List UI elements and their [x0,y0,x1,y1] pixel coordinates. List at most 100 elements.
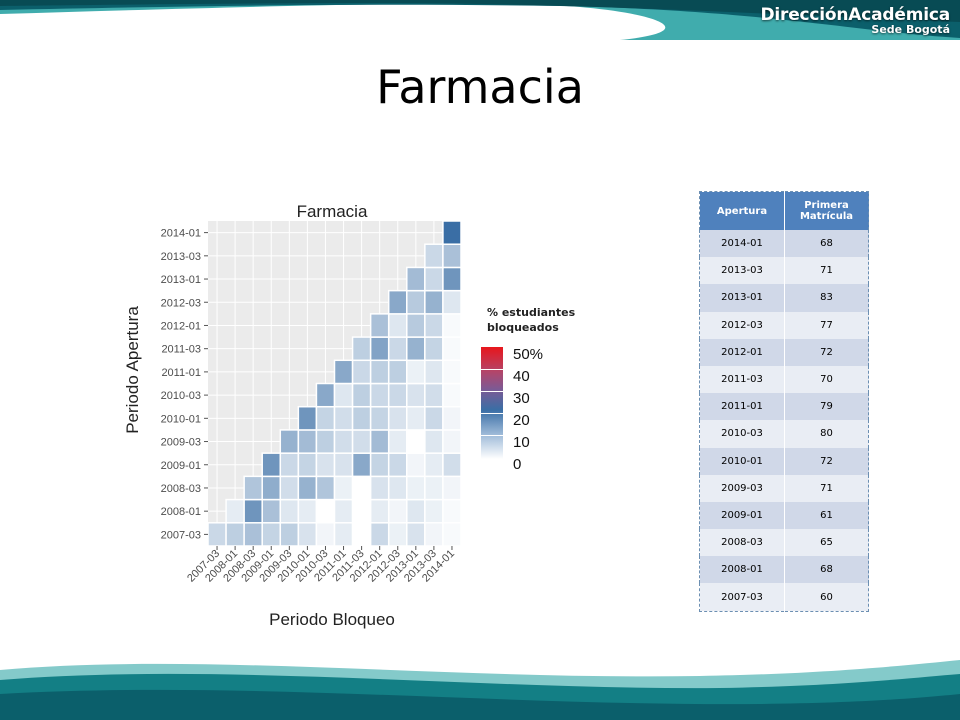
heatmap-cell [442,452,462,478]
heatmap-cell [261,498,282,524]
cell-primera-matricula: 65 [784,529,869,557]
cell-apertura: 2014-01 [699,230,785,258]
cell-primera-matricula: 68 [784,556,869,584]
slide-title: Farmacia [376,60,584,114]
footer-band [0,660,960,720]
color-legend: % estudiantes bloqueados 50% 40 30 20 10… [481,305,587,473]
heatmap-cell [387,452,408,478]
heatmap-cell [406,429,426,454]
heatmap-cell [442,429,462,454]
heatmap-cell [351,475,372,501]
heatmap-cell [333,405,354,431]
heatmap-cell [351,359,372,385]
heatmap-cell [424,405,444,431]
cell-primera-matricula: 77 [784,311,869,339]
y-tick-label: 2010-03 [161,390,201,402]
cell-apertura: 2008-03 [699,529,785,557]
table-row: 2007-03 60 [699,583,869,612]
heatmap-cell [406,336,426,362]
heatmap-cell [351,522,372,547]
legend-label: 20 [513,412,530,429]
heatmap-cell [351,405,372,431]
heatmap-cell [387,498,408,524]
heatmap-cell [424,359,444,385]
cell-apertura: 2010-01 [699,447,785,475]
heatmap-cell [297,429,318,454]
heatmap-cell [424,243,444,269]
heatmap-cell [424,313,444,338]
cell-primera-matricula: 70 [784,365,869,394]
cell-apertura: 2012-01 [699,338,785,366]
heatmap-cell [297,522,318,547]
table-row: 2011-03 70 [699,365,869,394]
heatmap-cell [279,522,300,547]
cell-apertura: 2012-03 [699,311,785,339]
heatmap-cell [333,522,354,547]
y-tick-label: 2011-01 [161,367,201,379]
legend-label: 0 [513,456,522,473]
cell-apertura: 2013-01 [699,284,785,312]
legend-body: 50% 40 30 20 10 0 [481,347,587,473]
heatmap-cell [442,359,462,385]
heatmap-cell [315,452,336,478]
cell-apertura: 2009-01 [699,501,785,530]
heatmap-cell [442,313,462,338]
legend-tick [481,369,503,370]
cell-primera-matricula: 72 [784,447,869,475]
x-axis-label: Periodo Bloqueo [269,610,395,629]
heatmap-cell [387,359,408,385]
table-row: 2009-03 71 [699,474,869,502]
header-band [0,0,960,40]
heatmap-cell [387,522,408,547]
heatmap-cell [387,429,408,454]
legend-title-line2: bloqueados [487,321,559,334]
table-row: 2008-03 65 [699,529,869,557]
cell-apertura: 2010-03 [699,420,785,448]
heatmap-cell [369,522,390,547]
legend-label: 40 [513,368,530,385]
cell-primera-matricula: 60 [784,583,869,612]
table-row: 2011-01 79 [699,393,869,421]
y-tick-label: 2014-01 [161,228,201,240]
heatmap-cell [279,429,300,454]
heatmap-cell [406,452,426,478]
y-tick-label: 2012-03 [161,297,201,309]
legend-label: 30 [513,390,530,407]
heatmap-cell [424,452,444,478]
heatmap-cell [424,266,444,292]
heatmap-cell [387,405,408,431]
heatmap-cell [387,475,408,501]
heatmap-cell [315,382,336,408]
heatmap-cell [225,522,245,547]
heatmap-cell [442,382,462,408]
y-tick-label: 2008-03 [161,483,201,495]
y-tick-label: 2008-01 [161,506,201,518]
heatmap-cell [369,452,390,478]
heatmap-cell [315,429,336,454]
heatmap-cell [406,289,426,315]
cell-apertura: 2007-03 [699,583,785,612]
heatmap-cell [369,336,390,362]
heatmap-cell [387,313,408,338]
heatmap-cell [442,266,462,292]
y-tick-label: 2010-01 [161,413,201,425]
heatmap-cell [442,522,462,547]
heatmap-cell [406,313,426,338]
heatmap-cell [424,382,444,408]
heatmap-cell [279,475,300,501]
heatmap-cell [369,429,390,454]
heatmap-cell [333,475,354,501]
table-row: 2010-03 80 [699,420,869,448]
table-header-row: Apertura Primera Matrícula [699,191,869,230]
cell-primera-matricula: 71 [784,257,869,285]
heatmap-cell [351,429,372,454]
enrollment-table: Apertura Primera Matrícula 2014-01 68 201… [699,191,869,612]
heatmap-cell [315,475,336,501]
heatmap-cell [442,220,462,245]
heatmap-cell [261,452,282,478]
y-tick-label: 2012-01 [161,320,201,332]
table-row: 2013-03 71 [699,257,869,285]
heatmap-cell [351,382,372,408]
heatmap-cell [406,498,426,524]
y-tick-label: 2013-03 [161,251,201,263]
